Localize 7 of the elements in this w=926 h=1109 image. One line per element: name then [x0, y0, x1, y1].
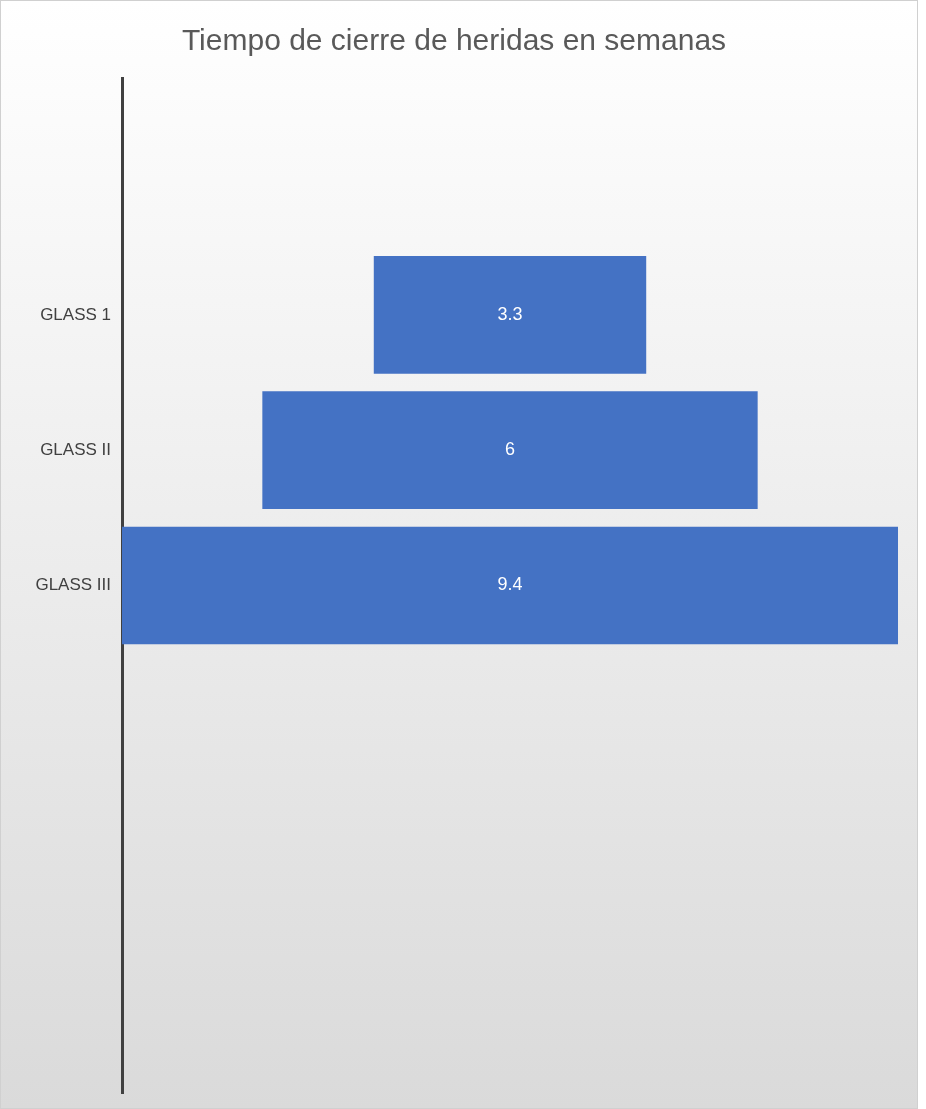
data-label: 3.3: [497, 303, 523, 324]
data-label: 9.4: [497, 574, 523, 595]
category-label: GLASS 1: [40, 304, 111, 324]
data-label: 6: [504, 439, 516, 460]
category-label: GLASS III: [35, 575, 111, 595]
category-label: GLASS II: [40, 439, 111, 459]
text: Tiempo de cierre de heridas en semanas: [181, 23, 727, 57]
